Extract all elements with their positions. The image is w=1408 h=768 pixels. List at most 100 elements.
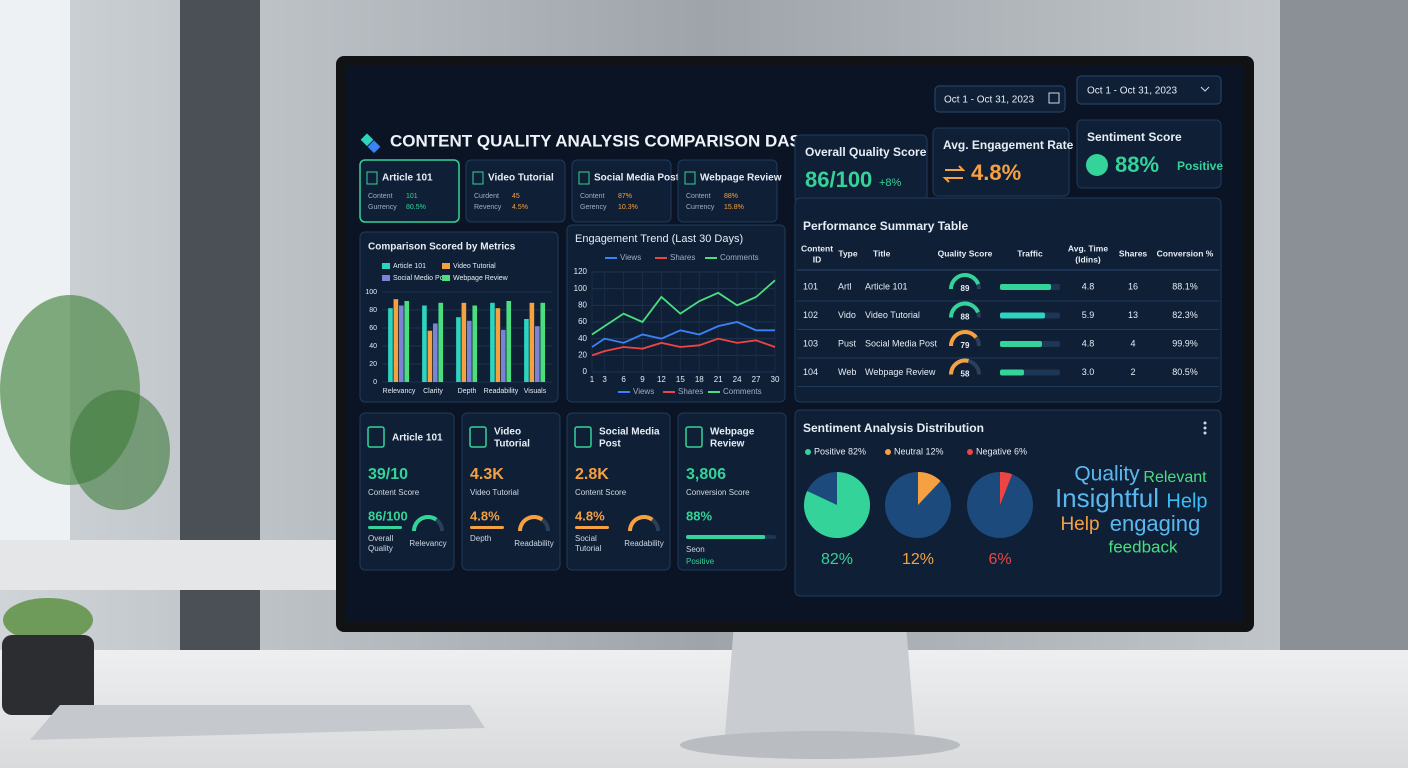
gauge-value (949, 273, 981, 290)
cloud-word: Relevant (1143, 469, 1207, 486)
tab-title[interactable]: Webpage Review (700, 173, 782, 184)
gauge-value (949, 358, 969, 375)
swap-icon (942, 165, 966, 183)
panel[interactable] (677, 159, 778, 223)
date-range[interactable]: Oct 1 - Oct 31, 2023 (944, 95, 1034, 106)
tab-icon (578, 171, 590, 185)
tab-icon (366, 171, 378, 185)
column-header: Traffic (1017, 248, 1043, 258)
cloud-word: engaging (1110, 511, 1201, 536)
cell: Webpage Review (865, 367, 936, 377)
pie-slice (918, 472, 941, 505)
card-label: Social (575, 534, 597, 543)
label: 88% (724, 193, 738, 200)
chart-title: Engagement Trend (Last 30 Days) (575, 233, 743, 245)
cell: 4.8 (1082, 281, 1095, 291)
card-label: Overall (368, 534, 394, 543)
card-label: Tutorial (575, 544, 602, 553)
y-tick-label: 60 (369, 325, 377, 332)
tab-title[interactable]: Social Media Post (594, 173, 680, 184)
label: Currency (686, 204, 715, 211)
y-tick-label: 60 (578, 317, 587, 326)
y-tick-label: 0 (373, 379, 377, 386)
cell: 88.1% (1172, 281, 1198, 291)
column-header: Conversion % (1157, 248, 1214, 258)
label: 4.5% (512, 204, 528, 211)
legend-label: Positive 82% (814, 446, 866, 456)
x-tick-label: 27 (752, 375, 761, 384)
gauge-value (949, 301, 980, 318)
stand-base (680, 731, 960, 759)
date-range[interactable]: Oct 1 - Oct 31, 2023 (1087, 86, 1177, 97)
menu-dot[interactable] (1203, 431, 1207, 435)
cell: 4.8 (1082, 338, 1095, 348)
legend-label: Comments (723, 387, 762, 396)
monitor-stand (725, 612, 915, 735)
menu-dot[interactable] (1203, 421, 1207, 425)
cell: 82.3% (1172, 310, 1198, 320)
line (591, 337, 776, 357)
card-subvalue: 86/100 (368, 508, 408, 523)
cell: 16 (1128, 281, 1138, 291)
card-subvalue: 4.8% (575, 508, 605, 523)
column-header: Content (801, 243, 833, 253)
panel (566, 412, 671, 571)
legend-swatch (442, 275, 450, 281)
date-picker[interactable] (934, 85, 1066, 113)
tab-icon (472, 171, 484, 185)
panel[interactable] (571, 159, 672, 223)
panel[interactable] (465, 159, 566, 223)
tab-title[interactable]: Article 101 (382, 173, 433, 184)
panel (461, 412, 561, 571)
pot (2, 635, 94, 715)
panel[interactable] (359, 159, 460, 223)
bar (495, 308, 501, 382)
card-label: Relevancy (409, 539, 446, 548)
gauge-arc (518, 515, 544, 532)
cell: Vido (838, 310, 856, 320)
date-picker[interactable] (1076, 75, 1222, 105)
legend-label: Neutral 12% (894, 446, 944, 456)
legend-label: Negative 6% (976, 446, 1027, 456)
card-label: Readability (624, 539, 664, 548)
cell: Artl (838, 281, 852, 291)
card-bar (368, 526, 402, 529)
bar (506, 301, 512, 382)
bar (404, 301, 410, 382)
card-title: Article 101 (392, 433, 443, 444)
kpi-value: 86/100 (805, 167, 872, 192)
tab-title[interactable]: Video Tutorial (488, 173, 554, 184)
card-title: Post (599, 439, 621, 450)
logo-part (360, 133, 374, 147)
label: Content (368, 193, 393, 200)
legend-dot (885, 449, 891, 455)
x-tick-label: 6 (621, 375, 626, 384)
card-label: Video Tutorial (470, 488, 519, 497)
menu-dot[interactable] (1203, 426, 1207, 430)
cell: 3.0 (1082, 367, 1095, 377)
cell: 104 (803, 367, 818, 377)
bar (529, 302, 535, 382)
pie-slice (1000, 472, 1013, 505)
y-tick-label: 80 (369, 307, 377, 314)
bar (540, 302, 546, 382)
chart-title: Comparison Scored by Metrics (368, 242, 516, 253)
label: Revency (474, 204, 502, 211)
tab-icon (684, 171, 696, 185)
column-header: Type (838, 248, 857, 258)
cell: 80.5% (1172, 367, 1198, 377)
side-table (0, 540, 340, 590)
card-bar (470, 526, 504, 529)
card-value: 2.8K (575, 466, 609, 483)
traffic-bar (1000, 312, 1045, 319)
dashboard-title: CONTENT QUALITY ANALYSIS COMPARISON DASH… (390, 131, 875, 150)
legend-swatch (382, 263, 390, 269)
progress-bar (686, 535, 766, 539)
bar (461, 302, 467, 382)
label: Gurrency (368, 204, 397, 211)
y-tick-label: 0 (583, 367, 588, 376)
cell: 88 (961, 313, 970, 322)
column-header: ID (813, 254, 822, 264)
